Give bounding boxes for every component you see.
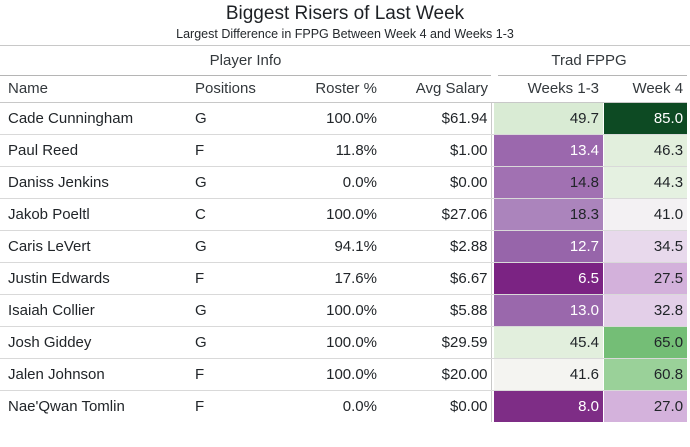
column-group-trad-fppg: Trad FPPG — [491, 46, 688, 76]
week-4-fppg-heat-cell: 32.8 — [603, 294, 688, 327]
avg-salary-cell: $1.00 — [378, 134, 492, 167]
weeks-1-3-fppg-heat-cell: 41.6 — [490, 358, 604, 391]
positions-cell: G — [193, 230, 280, 263]
week-4-fppg-heat-cell: 34.5 — [603, 230, 688, 263]
positions-cell: G — [193, 326, 280, 359]
roster-pct-cell: 17.6% — [280, 262, 378, 295]
avg-salary-cell: $5.88 — [378, 294, 492, 327]
roster-pct-cell: 11.8% — [280, 134, 378, 167]
roster-pct-cell: 0.0% — [342, 397, 377, 415]
table-row: Jakob Poeltl C 100.0% $27.06 18.3 41.0 — [0, 198, 688, 231]
page-title: Biggest Risers of Last Week — [225, 3, 465, 24]
weeks-1-3-fppg-heat-cell: 8.0 — [490, 390, 604, 422]
avg-salary-cell: $0.00 — [378, 166, 492, 199]
table-row: Cade Cunningham G 100.0% $61.94 49.7 85.… — [0, 102, 688, 135]
positions-cell: C — [193, 198, 280, 231]
positions-cell: G — [193, 102, 280, 135]
roster-pct-cell: 100.0% — [280, 102, 378, 135]
week-4-fppg-heat-cell: 27.0 — [603, 390, 688, 422]
column-header-roster-pct: Roster % — [280, 75, 378, 103]
player-name-cell: Nae'Qwan Tomlin — [8, 397, 125, 415]
player-name-cell: Caris LeVert — [0, 230, 193, 263]
player-name-cell: Jalen Johnson — [0, 358, 193, 391]
week-4-fppg-heat-cell: 65.0 — [603, 326, 688, 359]
weeks-1-3-fppg-heat-cell: 6.5 — [490, 262, 604, 295]
positions-cell: F — [193, 134, 280, 167]
positions-cell: G — [193, 294, 280, 327]
table-row: Nae'Qwan Tomlin F 0.0% $0.00 8.0 27.0 — [0, 390, 688, 422]
player-name-cell: Paul Reed — [0, 134, 193, 167]
player-name-cell: Daniss Jenkins — [0, 166, 193, 199]
roster-pct-cell: 100.0% — [280, 326, 378, 359]
avg-salary-cell: $6.67 — [378, 262, 492, 295]
player-name-cell: Josh Giddey — [0, 326, 193, 359]
roster-pct-cell: 100.0% — [280, 294, 378, 327]
week-4-fppg-heat-cell: 60.8 — [603, 358, 688, 391]
column-group-player-info: Player Info — [0, 46, 492, 76]
roster-pct-cell: 0.0% — [280, 166, 378, 199]
player-name-cell: Isaiah Collier — [0, 294, 193, 327]
week-4-fppg-heat-cell: 85.0 — [603, 102, 688, 135]
avg-salary-cell: $29.59 — [378, 326, 492, 359]
positions-cell: G — [193, 166, 280, 199]
table-row: Caris LeVert G 94.1% $2.88 12.7 34.5 — [0, 230, 688, 263]
positions-cell: F — [195, 397, 205, 415]
avg-salary-cell: $20.00 — [378, 358, 492, 391]
weeks-1-3-fppg-heat-cell: 45.4 — [490, 326, 604, 359]
table-row: Isaiah Collier G 100.0% $5.88 13.0 32.8 — [0, 294, 688, 327]
weeks-1-3-fppg-heat-cell: 12.7 — [490, 230, 604, 263]
weeks-1-3-fppg-heat-cell: 18.3 — [490, 198, 604, 231]
column-header-avg-salary: Avg Salary — [378, 75, 492, 103]
avg-salary-cell: $2.88 — [378, 230, 492, 263]
table-wrapper: Player Info Trad FPPG Name Positions Ros… — [0, 45, 690, 422]
table-row: Justin Edwards F 17.6% $6.67 6.5 27.5 — [0, 262, 688, 295]
column-header-positions: Positions — [193, 75, 280, 103]
week-4-fppg-heat-cell: 46.3 — [603, 134, 688, 167]
week-4-fppg-heat-cell: 44.3 — [603, 166, 688, 199]
weeks-1-3-fppg-heat-cell: 13.0 — [490, 294, 604, 327]
table-row: Josh Giddey G 100.0% $29.59 45.4 65.0 — [0, 326, 688, 359]
weeks-1-3-fppg-heat-cell: 13.4 — [490, 134, 604, 167]
risers-table: Player Info Trad FPPG Name Positions Ros… — [0, 46, 688, 422]
roster-pct-cell: 100.0% — [280, 358, 378, 391]
table-row: Jalen Johnson F 100.0% $20.00 41.6 60.8 — [0, 358, 688, 391]
column-header-week-4: Week 4 — [603, 75, 688, 103]
player-name-cell: Cade Cunningham — [0, 102, 193, 135]
roster-pct-cell: 94.1% — [280, 230, 378, 263]
avg-salary-cell: $27.06 — [378, 198, 492, 231]
roster-pct-cell: 100.0% — [280, 198, 378, 231]
column-header-weeks-1-3: Weeks 1-3 — [491, 75, 604, 103]
column-header-row: Name Positions Roster % Avg Salary Weeks… — [0, 75, 688, 103]
weeks-1-3-fppg-heat-cell: 49.7 — [490, 102, 604, 135]
column-header-name: Name — [0, 75, 193, 103]
positions-cell: F — [193, 358, 280, 391]
positions-cell: F — [193, 262, 280, 295]
avg-salary-cell: $61.94 — [378, 102, 492, 135]
week-4-fppg-heat-cell: 27.5 — [603, 262, 688, 295]
page-subtitle: Largest Difference in FPPG Between Week … — [176, 27, 514, 41]
table-row: Paul Reed F 11.8% $1.00 13.4 46.3 — [0, 134, 688, 167]
weeks-1-3-fppg-heat-cell: 14.8 — [490, 166, 604, 199]
player-name-cell: Justin Edwards — [0, 262, 193, 295]
week-4-fppg-heat-cell: 41.0 — [603, 198, 688, 231]
table-row: Daniss Jenkins G 0.0% $0.00 14.8 44.3 — [0, 166, 688, 199]
avg-salary-cell: $0.00 — [449, 397, 488, 415]
player-name-cell: Jakob Poeltl — [0, 198, 193, 231]
column-group-row: Player Info Trad FPPG — [0, 46, 688, 76]
